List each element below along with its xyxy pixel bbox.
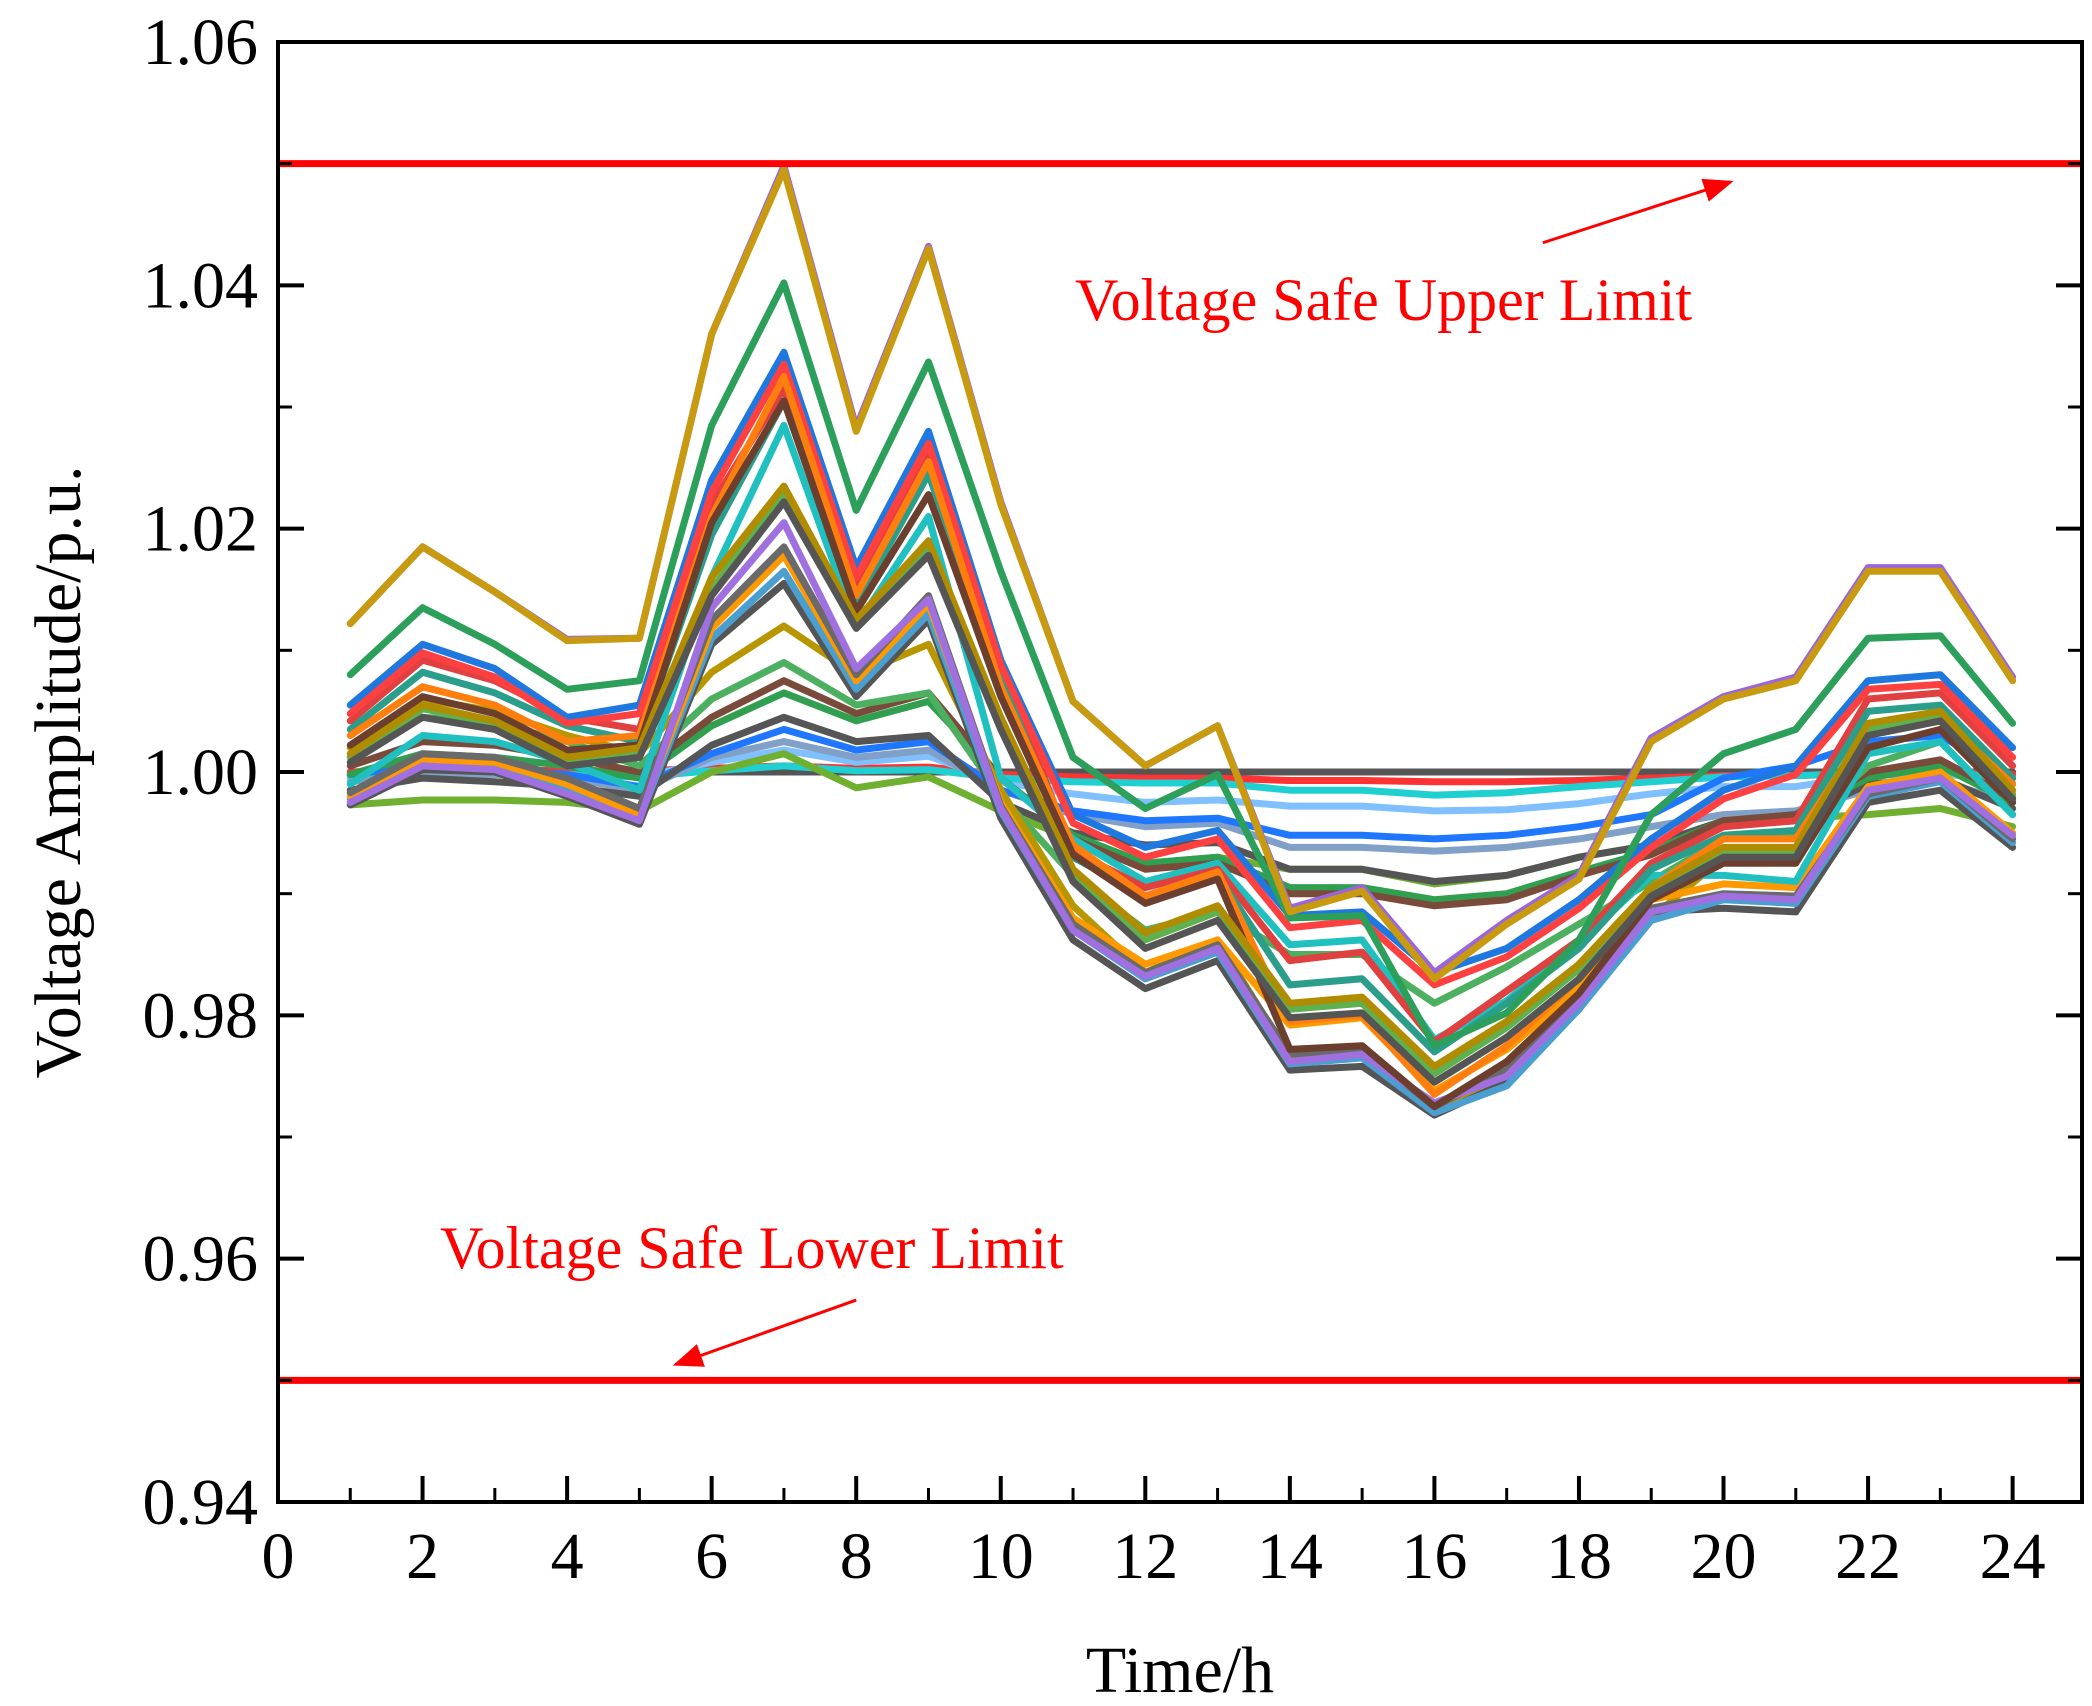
x-tick-label: 16 (1401, 1520, 1467, 1593)
y-tick-label: 1.04 (143, 249, 259, 322)
series-line-bus-18 (346, 421, 2017, 1044)
x-tick-label: 4 (551, 1520, 584, 1593)
series-line-bus-27 (346, 498, 2017, 1086)
series-line-bus-21 (346, 348, 2017, 977)
y-tick-label: 0.98 (143, 979, 259, 1052)
x-tick-label: 18 (1546, 1520, 1612, 1593)
y-tick-label: 1.06 (143, 6, 259, 79)
series-line-bus-17 (346, 519, 2017, 1107)
x-tick-label: 10 (968, 1520, 1034, 1593)
series-line-bus-23 (346, 373, 2017, 1098)
x-tick-label: 22 (1835, 1520, 1901, 1593)
tick-layer: 0 2 4 6 8 10 12 14 16 18 20 22 240.940.960.981.001.0… (143, 6, 2082, 1593)
y-tick-label: 1.00 (143, 736, 259, 809)
x-tick-label: 12 (1112, 1520, 1178, 1593)
x-tick-label: 20 (1691, 1520, 1757, 1593)
series-line-bus-28 (346, 279, 2017, 1050)
x-axis-title: Time/h (1086, 1634, 1274, 1706)
x-tick-label: 6 (695, 1520, 728, 1593)
x-tick-label: 2 (406, 1520, 439, 1593)
x-tick-label: 14 (1257, 1520, 1323, 1593)
y-tick-label: 1.02 (143, 493, 259, 566)
lower-limit-label: Voltage Safe Lower Limit (440, 1215, 1064, 1281)
y-axis-title: Voltage Amplitude/p.u. (22, 466, 95, 1079)
limit-layer (278, 160, 2082, 1384)
y-tick-label: 0.96 (143, 1223, 259, 1296)
x-tick-label: 8 (840, 1520, 873, 1593)
series-line-bus-10 (346, 677, 2017, 910)
upper-limit-arrow (1542, 178, 1734, 245)
x-tick-label: 24 (1980, 1520, 2046, 1593)
series-line-bus-30 (346, 166, 2017, 983)
lower-limit-arrow (672, 1298, 857, 1367)
series-layer (346, 162, 2017, 1119)
upper-limit-label: Voltage Safe Upper Limit (1075, 267, 1692, 333)
y-tick-label: 0.94 (143, 1466, 259, 1539)
x-tick-label: 0 (262, 1520, 295, 1593)
series-line-bus-26 (346, 482, 2017, 1070)
series-line-bus-15 (346, 551, 2017, 1095)
series-line-bus-19 (346, 385, 2017, 1046)
series-line-bus-22 (346, 360, 2017, 989)
